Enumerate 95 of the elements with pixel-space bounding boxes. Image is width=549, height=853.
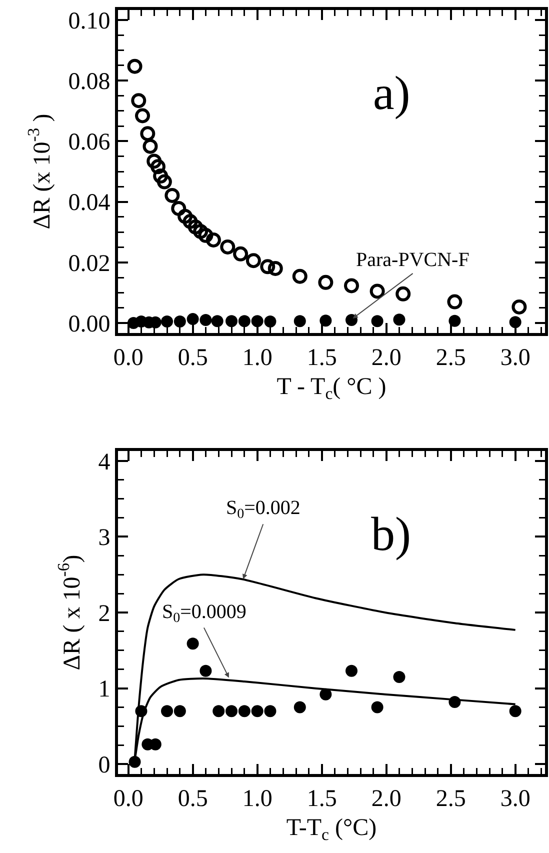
point: [135, 705, 148, 718]
x-tick-label: 1.0: [242, 344, 272, 371]
point: [200, 314, 212, 326]
point: [220, 239, 236, 254]
x-tick-label: 0.5: [178, 344, 208, 371]
x-axis-title: T - T$_{c}$( °C ): [276, 374, 386, 404]
y-tick-label: 0.10: [68, 8, 110, 34]
y-tick-label: 0: [98, 752, 110, 779]
point: [346, 314, 358, 326]
x-tick-label: 2.0: [371, 344, 402, 371]
point: [161, 705, 174, 718]
point: [153, 168, 168, 184]
point: [371, 315, 384, 328]
y-tick-label: 0.06: [68, 130, 110, 156]
point: [246, 253, 261, 268]
point: [233, 246, 248, 262]
point: [251, 705, 264, 718]
y-tick-label: 1: [98, 676, 110, 703]
x-tick-label: 1.5: [306, 786, 337, 812]
point: [193, 224, 208, 239]
point: [292, 268, 308, 284]
point: [318, 274, 334, 290]
point: [320, 314, 332, 327]
y-tick-label: 0.00: [68, 311, 110, 338]
y-tick-label: 2: [98, 600, 110, 627]
x-tick-label: 1.5: [306, 344, 337, 371]
x-tick-label: 2.5: [436, 344, 466, 371]
point: [264, 705, 276, 718]
point: [512, 299, 527, 314]
point: [156, 174, 172, 190]
point: [238, 315, 250, 328]
x-tick-label: 2.0: [371, 786, 402, 812]
point: [188, 219, 203, 234]
annotation: a): [373, 67, 410, 120]
point: [393, 670, 406, 683]
point: [264, 315, 276, 328]
x-tick-label: 0.5: [178, 786, 208, 812]
point: [447, 294, 462, 310]
point: [268, 260, 283, 276]
y-tick-label: 0.04: [68, 190, 110, 216]
point: [200, 664, 212, 677]
point: [140, 126, 156, 142]
point: [448, 696, 461, 708]
point: [260, 259, 276, 274]
annotation: S$_{0}$=0.002: [226, 497, 300, 522]
point: [128, 756, 141, 768]
x-tick-label: 1.0: [242, 786, 272, 812]
point: [212, 705, 225, 718]
point: [174, 315, 186, 328]
annotation: Para-PVCN-F: [356, 249, 470, 271]
point: [294, 701, 306, 714]
point: [186, 638, 199, 650]
point: [226, 705, 238, 718]
y-tick-label: 4: [98, 449, 110, 476]
x-tick-label: 3.0: [500, 344, 530, 371]
point: [294, 315, 306, 328]
point: [146, 154, 162, 169]
point: [161, 315, 174, 328]
point: [448, 314, 461, 327]
point: [164, 188, 180, 203]
x-tick-label: 0.0: [113, 786, 144, 812]
point: [320, 688, 332, 700]
x-tick-label: 0.0: [113, 344, 144, 371]
point: [198, 228, 214, 243]
point: [346, 664, 358, 677]
point: [393, 314, 406, 326]
x-tick-label: 3.0: [500, 786, 530, 812]
point: [370, 284, 385, 299]
annotation: b): [371, 508, 411, 561]
x-axis-title: T-T$_{c}$ (°C): [286, 815, 377, 844]
point: [186, 313, 199, 326]
point: [226, 315, 238, 328]
point: [211, 315, 224, 328]
point: [131, 93, 146, 108]
point: [371, 701, 384, 714]
point: [178, 208, 193, 224]
point: [251, 315, 264, 328]
annotation: S$_{0}$=0.0009: [162, 601, 246, 626]
point: [150, 159, 166, 174]
y-tick-label: 0.02: [68, 250, 110, 277]
point: [509, 705, 522, 718]
point: [238, 705, 250, 718]
point: [509, 316, 522, 328]
y-tick-label: 3: [98, 525, 110, 552]
point: [127, 58, 142, 74]
point: [206, 232, 221, 248]
point: [135, 108, 150, 124]
point: [344, 278, 359, 294]
y-tick-label: 0.08: [68, 69, 110, 95]
point: [182, 214, 198, 229]
point: [396, 286, 411, 302]
point: [142, 138, 158, 154]
point: [174, 705, 186, 718]
x-tick-label: 2.5: [436, 786, 466, 812]
point: [171, 200, 186, 216]
